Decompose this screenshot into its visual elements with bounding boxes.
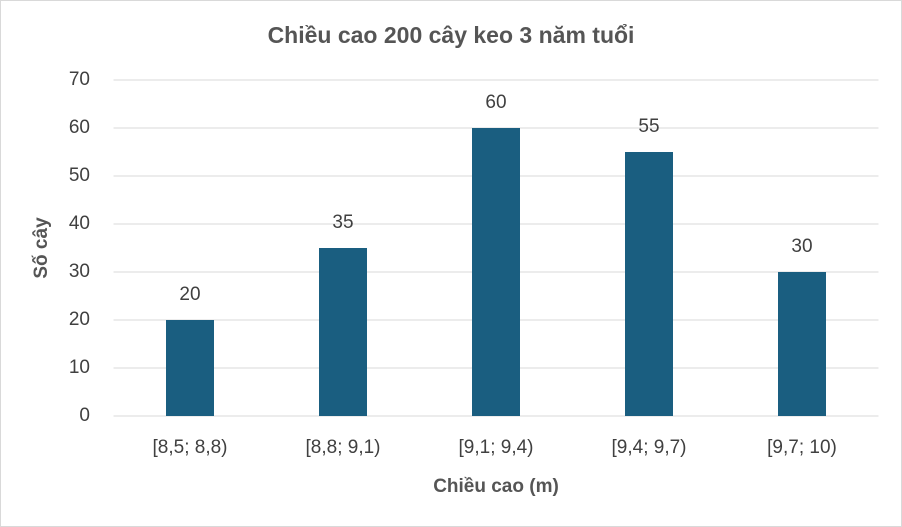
y-tick-label: 30 (69, 261, 90, 282)
x-tick-label: [9,7; 10) (767, 437, 837, 458)
bar (625, 152, 673, 416)
data-label: 55 (638, 116, 659, 137)
x-tick-label: [8,5; 8,8) (153, 437, 228, 458)
data-label: 35 (332, 212, 353, 233)
y-tick-label: 60 (69, 117, 90, 138)
x-tick-label: [9,1; 9,4) (459, 437, 534, 458)
x-axis-title: Chiều cao (m) (433, 476, 559, 497)
y-tick-label: 70 (69, 69, 90, 90)
data-label: 30 (791, 236, 812, 257)
data-label: 20 (179, 284, 200, 305)
bar (778, 272, 826, 416)
y-tick-label: 20 (69, 309, 90, 330)
y-tick-label: 40 (69, 213, 90, 234)
y-tick-label: 50 (69, 165, 90, 186)
bar (319, 248, 367, 416)
chart-title: Chiều cao 200 cây keo 3 năm tuổi (268, 22, 635, 48)
bar (166, 320, 214, 416)
data-label: 60 (485, 92, 506, 113)
y-tick-label: 0 (79, 405, 90, 426)
y-tick-label: 10 (69, 357, 90, 378)
x-tick-label: [8,8; 9,1) (306, 437, 381, 458)
bar (472, 128, 520, 416)
y-axis-title: Số cây (31, 217, 52, 279)
x-tick-label: [9,4; 9,7) (612, 437, 687, 458)
